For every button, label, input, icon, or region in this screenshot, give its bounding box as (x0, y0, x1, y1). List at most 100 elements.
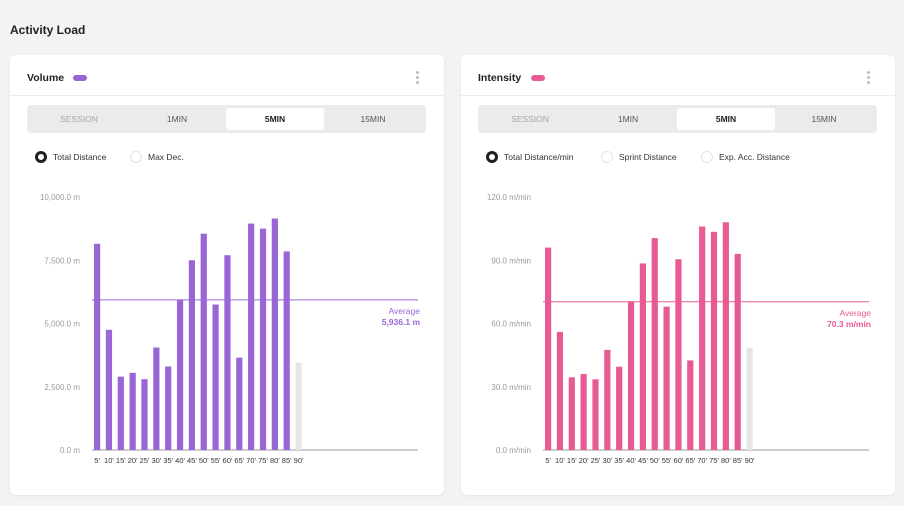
intensity-bar (592, 379, 599, 450)
intensity-tab-5min[interactable]: 5MIN (677, 108, 775, 130)
volume-bar (236, 357, 243, 450)
volume-tab-session[interactable]: SESSION (60, 114, 98, 124)
volume-x-tick-label: 30' (151, 456, 161, 465)
intensity-radio-total-distance-per-min[interactable]: Total Distance/min (486, 151, 573, 163)
intensity-x-tick-label: 85' (733, 456, 743, 465)
volume-bar (224, 255, 231, 450)
volume-chart-svg: 0.0 m 2,500.0 m 5,000.0 m 7,500.0 m 10,000.0… (40, 193, 421, 465)
volume-x-tick-label: 50' (199, 456, 209, 465)
volume-radio-total-distance[interactable]: Total Distance (35, 151, 106, 163)
radio-label: Sprint Distance (619, 152, 677, 162)
volume-bar (200, 233, 207, 450)
intensity-tab-15min[interactable]: 15MIN (811, 114, 837, 124)
volume-x-tick-label: 40' (175, 456, 185, 465)
volume-y-tick-label: 0.0 m (60, 446, 80, 455)
radio-label: Exp. Acc. Distance (719, 152, 790, 162)
intensity-x-tick-label: 90' (745, 456, 755, 465)
intensity-x-tick-label: 50' (650, 456, 660, 465)
intensity-card: Intensity SESSION 1MIN 5MIN 15MIN Total … (461, 55, 895, 495)
intensity-bar (746, 347, 753, 450)
intensity-x-tick-label: 35' (614, 456, 624, 465)
volume-bar (259, 228, 267, 450)
intensity-bar (663, 306, 670, 450)
intensity-bar (627, 301, 635, 450)
volume-radio-max-dec[interactable]: Max Dec. (130, 151, 184, 163)
volume-x-tick-label: 35' (163, 456, 173, 465)
intensity-chart-svg: 0.0 m/min 30.0 m/min 60.0 m/min 90.0 m/min 1… (487, 193, 871, 465)
volume-x-tick-label: 55' (211, 456, 221, 465)
volume-x-tick-label: 90' (294, 456, 304, 465)
radio-empty-icon (601, 151, 613, 163)
volume-time-resolution-tabs: SESSION 1MIN 5MIN 15MIN (27, 105, 426, 133)
intensity-x-tick-label: 5' (545, 456, 551, 465)
intensity-x-tick-label: 30' (602, 456, 612, 465)
intensity-average-label: Average (839, 308, 871, 318)
volume-bar (141, 379, 148, 450)
volume-bar (188, 260, 195, 450)
volume-bar (117, 376, 124, 450)
intensity-chart: 0.0 m/min 30.0 m/min 60.0 m/min 90.0 m/min 1… (461, 185, 895, 480)
volume-x-tick-label: 25' (140, 456, 150, 465)
volume-x-tick-label: 70' (246, 456, 256, 465)
intensity-bar (545, 247, 552, 450)
intensity-x-tick-label: 70' (697, 456, 707, 465)
intensity-x-tick-label: 40' (626, 456, 636, 465)
page-title: Activity Load (10, 23, 86, 37)
volume-bar (271, 218, 278, 450)
volume-bar (105, 329, 113, 450)
volume-x-tick-label: 15' (116, 456, 126, 465)
radio-selected-icon (486, 151, 498, 163)
intensity-average-value: 70.3 m/min (827, 319, 871, 329)
volume-y-tick-label: 2,500.0 m (44, 383, 80, 392)
volume-bar (129, 372, 136, 450)
volume-more-options-icon[interactable] (416, 71, 420, 85)
intensity-tab-1min[interactable]: 1MIN (617, 114, 639, 124)
volume-bar (212, 304, 219, 450)
volume-x-tick-label: 5' (94, 456, 100, 465)
volume-y-tick-label: 10,000.0 m (40, 193, 80, 202)
intensity-tab-session[interactable]: SESSION (511, 114, 549, 124)
volume-bar (165, 366, 172, 450)
volume-y-tick-label: 7,500.0 m (44, 256, 80, 265)
intensity-x-tick-label: 10' (555, 456, 565, 465)
intensity-bar (580, 374, 587, 450)
volume-x-tick-label: 20' (128, 456, 138, 465)
intensity-x-tick-label: 80' (721, 456, 731, 465)
radio-selected-icon (35, 151, 47, 163)
intensity-more-options-icon[interactable] (867, 71, 871, 85)
intensity-x-tick-label: 55' (662, 456, 672, 465)
intensity-x-tick-label: 60' (674, 456, 684, 465)
intensity-radio-exp-acc-distance[interactable]: Exp. Acc. Distance (701, 151, 790, 163)
volume-card-header: Volume (10, 55, 444, 96)
intensity-bar (722, 222, 729, 450)
volume-x-tick-label: 65' (234, 456, 244, 465)
volume-tab-15min[interactable]: 15MIN (360, 114, 386, 124)
intensity-x-tick-label: 45' (638, 456, 648, 465)
intensity-bar (568, 377, 575, 450)
intensity-x-tick-label: 75' (709, 456, 719, 465)
intensity-bar (604, 349, 611, 450)
volume-x-tick-label: 45' (187, 456, 197, 465)
intensity-y-tick-label: 0.0 m/min (496, 446, 531, 455)
volume-bar (248, 223, 255, 450)
volume-bar (176, 299, 184, 450)
volume-tab-5min[interactable]: 5MIN (226, 108, 324, 130)
volume-tab-1min[interactable]: 1MIN (166, 114, 188, 124)
intensity-x-tick-label: 25' (591, 456, 601, 465)
intensity-title: Intensity (478, 72, 522, 84)
radio-label: Max Dec. (148, 152, 184, 162)
intensity-bar (734, 253, 741, 450)
intensity-x-tick-label: 15' (567, 456, 577, 465)
intensity-y-tick-label: 30.0 m/min (491, 383, 531, 392)
volume-title: Volume (27, 72, 65, 84)
volume-average-value: 5,936.1 m (382, 317, 421, 327)
volume-x-tick-label: 75' (258, 456, 268, 465)
radio-label: Total Distance/min (504, 152, 574, 162)
volume-y-tick-label: 5,000.0 m (44, 320, 80, 329)
intensity-bar (651, 238, 658, 450)
intensity-bar (675, 259, 682, 450)
intensity-radio-sprint-distance[interactable]: Sprint Distance (601, 151, 677, 163)
volume-x-tick-label: 80' (270, 456, 280, 465)
volume-x-tick-label: 60' (223, 456, 233, 465)
volume-bar (153, 347, 160, 450)
